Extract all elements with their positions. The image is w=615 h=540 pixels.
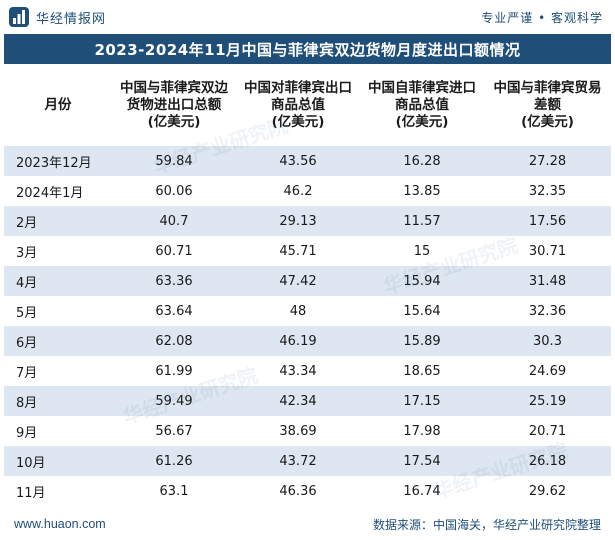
footer: www.huaon.com 数据来源：中国海关，华经产业研究院整理: [0, 508, 615, 540]
value-cell: 61.99: [112, 356, 236, 386]
value-cell: 18.65: [360, 356, 484, 386]
value-cell: 47.42: [236, 266, 360, 296]
value-cell: 60.06: [112, 176, 236, 206]
month-cell: 8月: [4, 386, 112, 416]
table-row: 7月 61.99 43.34 18.65 24.69: [4, 356, 611, 386]
value-cell: 43.34: [236, 356, 360, 386]
value-cell: 32.35: [484, 176, 611, 206]
value-cell: 30.71: [484, 236, 611, 266]
value-cell: 15.89: [360, 326, 484, 356]
value-cell: 25.19: [484, 386, 611, 416]
value-cell: 32.36: [484, 296, 611, 326]
value-cell: 27.28: [484, 146, 611, 176]
month-cell: 3月: [4, 236, 112, 266]
value-cell: 42.34: [236, 386, 360, 416]
value-cell: 31.48: [484, 266, 611, 296]
month-cell: 9月: [4, 416, 112, 446]
column-header: 月份: [4, 64, 112, 146]
value-cell: 59.84: [112, 146, 236, 176]
month-cell: 6月: [4, 326, 112, 356]
value-cell: 17.56: [484, 206, 611, 236]
value-cell: 20.71: [484, 416, 611, 446]
table-header-row: 月份 中国与菲律宾双边货物进出口总额 (亿美元) 中国对菲律宾出口商品总值 (亿美元…: [4, 64, 611, 146]
column-header: 中国自菲律宾进口商品总值 (亿美元): [360, 64, 484, 146]
value-cell: 29.13: [236, 206, 360, 236]
value-cell: 48: [236, 296, 360, 326]
month-cell: 2024年1月: [4, 176, 112, 206]
value-cell: 43.56: [236, 146, 360, 176]
value-cell: 46.36: [236, 476, 360, 506]
website-link[interactable]: www.huaon.com: [14, 517, 106, 531]
table-row: 8月 59.49 42.34 17.15 25.19: [4, 386, 611, 416]
month-cell: 2023年12月: [4, 146, 112, 176]
value-cell: 17.15: [360, 386, 484, 416]
month-cell: 4月: [4, 266, 112, 296]
table-row: 2024年1月 60.06 46.2 13.85 32.35: [4, 176, 611, 206]
value-cell: 62.08: [112, 326, 236, 356]
table-row: 3月 60.71 45.71 15 30.71: [4, 236, 611, 266]
table-row: 6月 62.08 46.19 15.89 30.3: [4, 326, 611, 356]
slogan: 专业严谨 • 客观科学: [481, 10, 603, 25]
brand[interactable]: 华经情报网: [8, 6, 106, 28]
value-cell: 30.3: [484, 326, 611, 356]
value-cell: 15: [360, 236, 484, 266]
value-cell: 29.62: [484, 476, 611, 506]
value-cell: 38.69: [236, 416, 360, 446]
table-row: 2月 40.7 29.13 11.57 17.56: [4, 206, 611, 236]
value-cell: 63.64: [112, 296, 236, 326]
value-cell: 63.1: [112, 476, 236, 506]
column-header: 中国与菲律宾双边货物进出口总额 (亿美元): [112, 64, 236, 146]
month-cell: 2月: [4, 206, 112, 236]
month-cell: 10月: [4, 446, 112, 476]
table-row: 4月 63.36 47.42 15.94 31.48: [4, 266, 611, 296]
top-bar: 华经情报网 专业严谨 • 客观科学: [0, 0, 615, 34]
value-cell: 26.18: [484, 446, 611, 476]
value-cell: 13.85: [360, 176, 484, 206]
value-cell: 61.26: [112, 446, 236, 476]
table-title: 2023-2024年11月中国与菲律宾双边货物月度进出口额情况: [4, 34, 611, 64]
table-body: 2023年12月 59.84 43.56 16.28 27.28 2024年1月 60.06…: [4, 146, 611, 506]
value-cell: 46.2: [236, 176, 360, 206]
month-cell: 7月: [4, 356, 112, 386]
table-row: 11月 63.1 46.36 16.74 29.62: [4, 476, 611, 506]
value-cell: 15.94: [360, 266, 484, 296]
logo-icon: [9, 7, 29, 27]
table-row: 5月 63.64 48 15.64 32.36: [4, 296, 611, 326]
value-cell: 63.36: [112, 266, 236, 296]
brand-name: 华经情报网: [36, 11, 107, 27]
source-note: 数据来源：中国海关，华经产业研究院整理: [372, 517, 601, 532]
month-cell: 11月: [4, 476, 112, 506]
table-row: 2023年12月 59.84 43.56 16.28 27.28: [4, 146, 611, 176]
value-cell: 16.28: [360, 146, 484, 176]
value-cell: 17.54: [360, 446, 484, 476]
column-header: 中国与菲律宾贸易差额 (亿美元): [484, 64, 611, 146]
column-header: 中国对菲律宾出口商品总值 (亿美元): [236, 64, 360, 146]
value-cell: 15.64: [360, 296, 484, 326]
month-cell: 5月: [4, 296, 112, 326]
value-cell: 17.98: [360, 416, 484, 446]
value-cell: 40.7: [112, 206, 236, 236]
value-cell: 46.19: [236, 326, 360, 356]
value-cell: 16.74: [360, 476, 484, 506]
value-cell: 43.72: [236, 446, 360, 476]
value-cell: 11.57: [360, 206, 484, 236]
value-cell: 45.71: [236, 236, 360, 266]
value-cell: 60.71: [112, 236, 236, 266]
table-row: 9月 56.67 38.69 17.98 20.71: [4, 416, 611, 446]
value-cell: 56.67: [112, 416, 236, 446]
value-cell: 59.49: [112, 386, 236, 416]
value-cell: 24.69: [484, 356, 611, 386]
data-table: 月份 中国与菲律宾双边货物进出口总额 (亿美元) 中国对菲律宾出口商品总值 (亿美元…: [4, 64, 611, 506]
table-row: 10月 61.26 43.72 17.54 26.18: [4, 446, 611, 476]
